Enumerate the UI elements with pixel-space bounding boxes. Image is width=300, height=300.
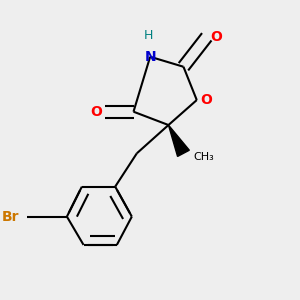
Text: N: N (144, 50, 156, 64)
Text: O: O (200, 93, 212, 107)
Polygon shape (169, 125, 189, 156)
Text: O: O (210, 30, 222, 44)
Text: H: H (144, 28, 153, 42)
Text: CH₃: CH₃ (194, 152, 214, 162)
Text: Br: Br (2, 210, 19, 224)
Text: O: O (90, 105, 102, 119)
